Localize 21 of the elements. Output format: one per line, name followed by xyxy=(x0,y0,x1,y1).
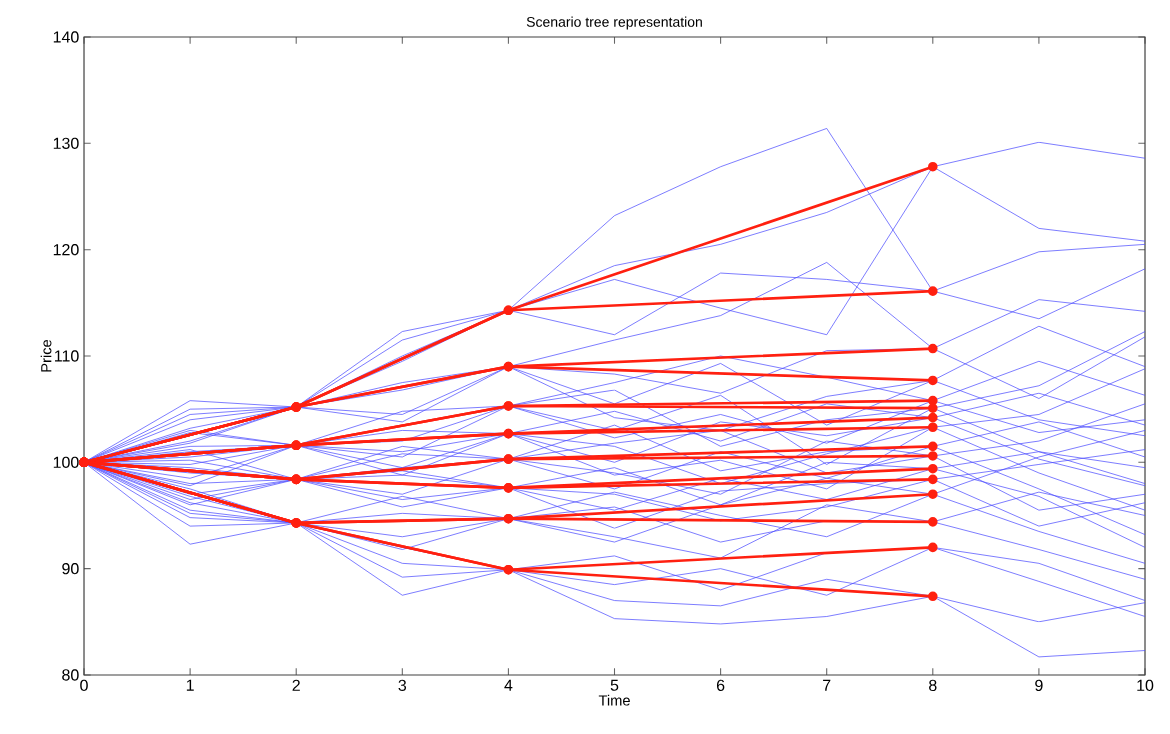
y-tick-label: 90 xyxy=(62,563,79,575)
x-tick-label: 10 xyxy=(1137,679,1154,692)
x-tick-label: 2 xyxy=(292,679,300,691)
y-tick-label: 110 xyxy=(55,350,79,362)
y-tick-label: 120 xyxy=(53,244,79,256)
x-tick-label: 8 xyxy=(929,679,937,692)
x-tick-label: 7 xyxy=(823,679,831,691)
y-axis-title: Price xyxy=(40,339,52,372)
x-tick-label: 3 xyxy=(398,679,407,692)
y-tick-label: 140 xyxy=(53,31,79,43)
x-tick-label: 1 xyxy=(186,679,194,691)
x-axis-title: Time xyxy=(598,694,630,706)
y-tick-label: 80 xyxy=(62,669,79,681)
x-tick-label: 6 xyxy=(716,679,725,692)
x-tick-label: 0 xyxy=(80,679,88,692)
y-tick-label: 100 xyxy=(53,456,79,468)
x-tick-label: 4 xyxy=(504,679,513,691)
chart-title: Scenario tree representation xyxy=(526,16,702,30)
x-tick-label: 5 xyxy=(610,679,619,691)
y-tick-label: 130 xyxy=(53,137,79,149)
x-tick-label: 9 xyxy=(1035,679,1043,692)
